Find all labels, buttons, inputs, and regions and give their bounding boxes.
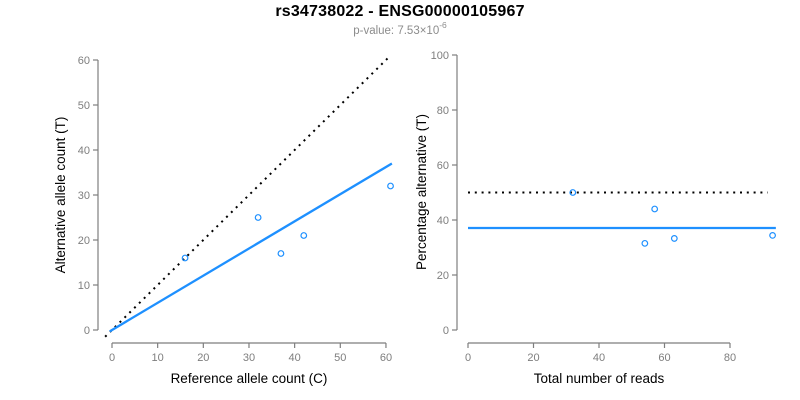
data-point (641, 239, 649, 247)
y-tick-label: 10 (78, 280, 90, 292)
x-tick-label: 40 (289, 352, 301, 364)
x-axis-title: Total number of reads (534, 371, 665, 386)
data-point (569, 189, 577, 196)
x-tick-label: 40 (593, 352, 605, 364)
y-tick-label: 20 (437, 270, 449, 282)
x-tick-label: 80 (724, 352, 736, 364)
data-point (387, 182, 394, 190)
y-tick-label: 80 (437, 105, 449, 117)
y-axis-title: Alternative allele count (T) (53, 117, 68, 274)
data-point (277, 250, 285, 257)
data-point (651, 205, 659, 213)
data-point (254, 214, 262, 221)
x-tick-label: 0 (109, 352, 115, 364)
y-tick-label: 30 (78, 190, 90, 202)
pvalue-exponent: -6 (439, 20, 447, 30)
x-axis-title: Reference allele count (C) (171, 371, 328, 386)
data-point (769, 231, 776, 239)
y-tick-label: 60 (78, 55, 90, 67)
x-tick-label: 50 (334, 352, 346, 364)
x-tick-label: 30 (243, 352, 255, 364)
figure-subtitle: p-value: 7.53×10-6 (0, 20, 800, 37)
y-tick-label: 100 (431, 50, 449, 62)
fit-line (109, 162, 393, 333)
figure-title: rs34738022 - ENSG00000105967 (275, 3, 525, 20)
y-tick-label: 0 (84, 325, 90, 337)
percentage-scatter: 0 20 40 60 80 100 0 20 40 60 80 Total number of rea… (414, 50, 776, 386)
x-tick-label: 0 (465, 352, 471, 364)
x-tick-label: 60 (658, 352, 670, 364)
x-tick-label: 60 (380, 352, 392, 364)
identity-line (104, 57, 389, 338)
allele-count-scatter: 0 10 20 30 40 50 60 0 10 20 30 40 50 60 Reference alle… (53, 55, 394, 386)
x-tick-label: 20 (527, 352, 539, 364)
y-tick-label: 40 (78, 145, 90, 157)
y-tick-label: 0 (443, 325, 449, 337)
y-tick-label: 20 (78, 235, 90, 247)
y-tick-label: 40 (437, 215, 449, 227)
x-tick-label: 10 (152, 352, 164, 364)
data-point (670, 235, 678, 242)
x-tick-label: 20 (197, 352, 209, 364)
y-axis-title: Percentage alternative (T) (414, 114, 429, 270)
data-point (181, 254, 189, 262)
pvalue-text: p-value: 7.53×10 (353, 24, 440, 37)
y-tick-label: 50 (78, 100, 90, 112)
data-point (300, 232, 308, 239)
y-tick-label: 60 (437, 160, 449, 172)
